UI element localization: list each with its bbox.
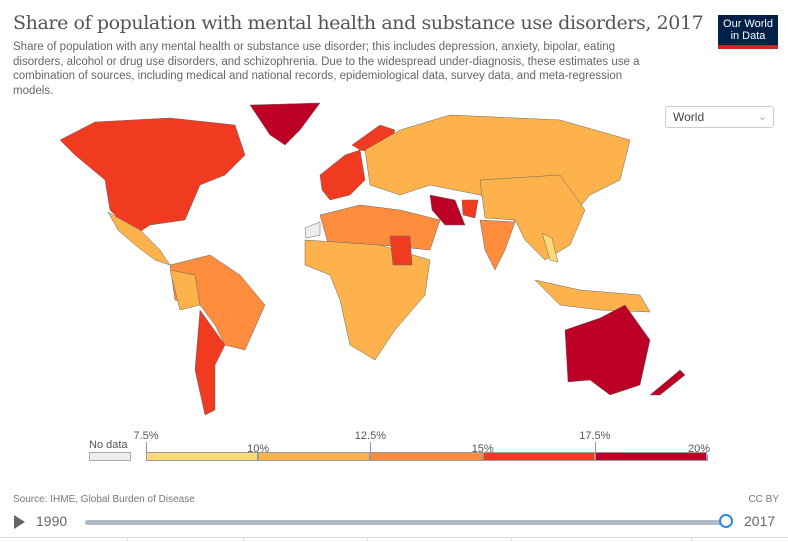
region-select-value: World (673, 110, 705, 124)
region-select[interactable]: World ⌄ (665, 106, 774, 128)
legend-tick-label: 12.5% (354, 430, 386, 442)
legend-tick-label: 7.5% (133, 430, 159, 442)
timeline-end-year: 2017 (744, 513, 776, 529)
region-greenland[interactable] (249, 102, 321, 146)
tab-strip (0, 537, 788, 542)
legend-bin[interactable] (258, 452, 371, 461)
logo-line-1: Our World (723, 18, 773, 30)
region-sub-saharan-africa[interactable] (304, 239, 431, 361)
timeline-start-year: 1990 (36, 513, 68, 529)
region-new-zealand[interactable] (649, 369, 686, 396)
tab-divider (127, 537, 128, 541)
legend-tick-label: 15% (471, 443, 494, 455)
region-north-america[interactable] (59, 117, 246, 236)
region-mexico-central-america[interactable] (107, 211, 171, 266)
legend-tick-line (707, 455, 708, 461)
legend-no-data-swatch[interactable] (89, 452, 131, 461)
region-sudan[interactable] (389, 235, 413, 266)
legend-bin[interactable] (146, 452, 259, 461)
source-note[interactable]: Source: IHME, Global Burden of Disease (13, 494, 195, 505)
tab-divider (511, 537, 512, 541)
license-link[interactable]: CC BY (748, 494, 779, 505)
chevron-down-icon: ⌄ (757, 111, 767, 123)
legend-tick-label: 17.5% (579, 430, 611, 442)
chart-subtitle: Share of population with any mental heal… (13, 41, 640, 97)
region-india[interactable] (479, 219, 516, 271)
tab-divider (367, 537, 368, 541)
region-china-se-asia[interactable] (479, 174, 586, 261)
timeline: 1990 2017 (0, 510, 788, 534)
legend-tick-line (370, 442, 372, 461)
chart-title: Share of population with mental health a… (13, 12, 704, 34)
logo-line-2: in Data (730, 30, 766, 42)
legend-bin[interactable] (482, 452, 595, 461)
legend-tick-line (594, 442, 596, 461)
region-iran[interactable] (429, 194, 466, 226)
legend-bin[interactable] (370, 452, 483, 461)
legend-tick-line (482, 455, 484, 461)
owid-logo[interactable]: Our World in Data (718, 15, 778, 49)
timeline-track[interactable] (85, 520, 727, 525)
tab-divider (243, 537, 244, 541)
region-argentina-chile[interactable] (194, 309, 226, 416)
region-western-sahara[interactable] (304, 221, 321, 239)
tab-divider (691, 537, 692, 541)
region-vietnam[interactable] (541, 232, 559, 263)
color-legend: No data 7.5% 10% 12.5% 15% 17.5% 20% (0, 430, 788, 475)
legend-tick-label: 20% (687, 443, 711, 455)
timeline-handle[interactable] (719, 514, 733, 528)
legend-no-data-label: No data (89, 439, 128, 451)
region-australia[interactable] (564, 304, 651, 396)
region-western-europe[interactable] (319, 149, 366, 201)
region-indonesia[interactable] (534, 279, 651, 313)
world-map (59, 102, 686, 416)
legend-tick-line (258, 455, 260, 461)
legend-tick-label: 10% (247, 443, 270, 455)
play-icon[interactable] (14, 515, 25, 529)
region-afghanistan[interactable] (461, 199, 479, 219)
legend-tick-line (146, 442, 147, 461)
region-andes[interactable] (169, 269, 201, 311)
